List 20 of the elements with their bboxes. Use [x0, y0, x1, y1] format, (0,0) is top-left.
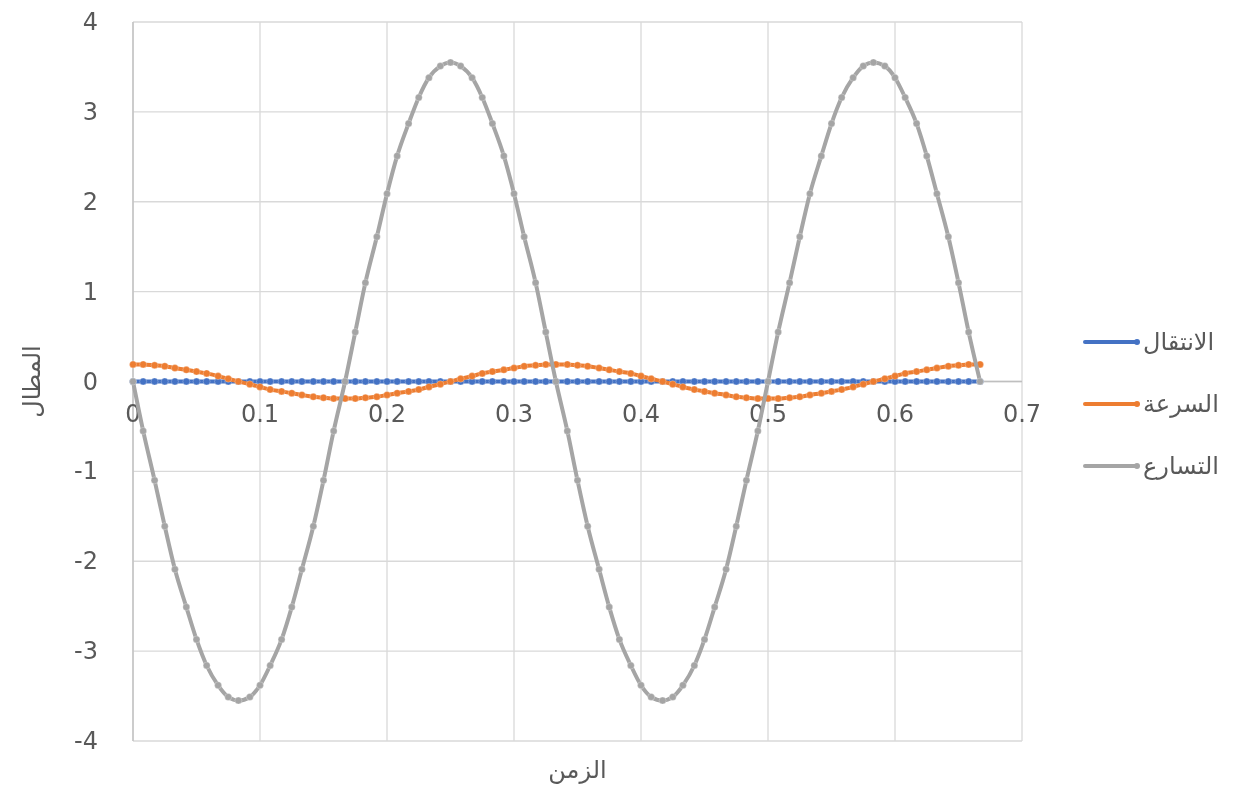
y-tick-label: 4: [82, 8, 98, 36]
x-tick-label: 0.7: [1002, 399, 1042, 428]
x-tick-label: 0.1: [240, 399, 280, 428]
x-axis-title: الزمن: [548, 756, 607, 784]
y-tick-label: -3: [74, 637, 98, 666]
y-axis-title: المطال: [18, 345, 46, 418]
y-tick-label: 0: [82, 367, 98, 396]
y-tick-label: 2: [82, 187, 98, 216]
legend-label: الانتقال: [1143, 328, 1215, 356]
x-tick-label: 0.6: [875, 399, 915, 428]
y-tick-label: 1: [82, 277, 98, 306]
x-tick-label: 0.4: [621, 399, 661, 428]
y-tick-label: 3: [82, 97, 98, 126]
x-tick-label: 0.3: [494, 399, 534, 428]
legend-label: التسارع: [1143, 452, 1219, 480]
y-tick-label: -2: [74, 547, 98, 576]
y-tick-label: -1: [74, 457, 98, 486]
legend-label: السرعة: [1143, 390, 1219, 418]
y-tick-label: -4: [74, 727, 98, 755]
x-tick-label: 0.2: [367, 399, 407, 428]
